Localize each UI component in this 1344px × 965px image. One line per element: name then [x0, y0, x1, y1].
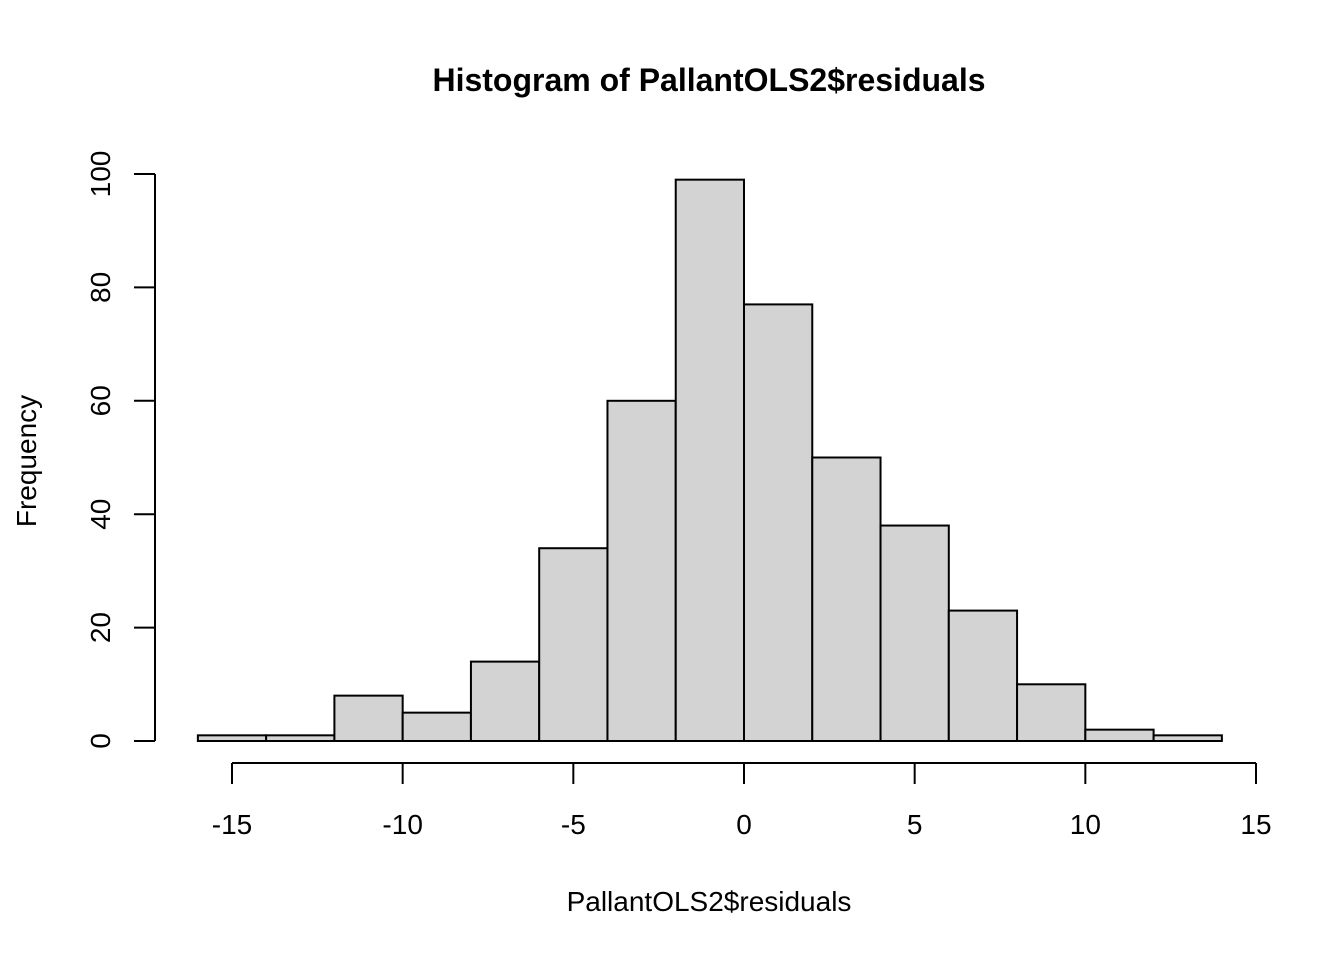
histogram-bar: [811, 456, 882, 742]
x-tick-label: -5: [561, 809, 586, 840]
y-tick-label: 20: [85, 612, 116, 643]
histogram-bar: [265, 734, 336, 743]
histogram-bar: [333, 694, 404, 743]
histogram-bar: [947, 609, 1019, 743]
histogram-bar: [196, 734, 268, 743]
histogram-bar: [401, 711, 472, 743]
chart-title: Histogram of PallantOLS2$residuals: [432, 62, 985, 98]
bars-layer: [196, 178, 1223, 743]
histogram-bar: [879, 524, 950, 742]
y-tick-label: 60: [85, 385, 116, 416]
y-tick-label: 40: [85, 499, 116, 530]
histogram-bar: [538, 547, 609, 742]
x-axis: -15 -10 -5 0 5 10 15: [212, 762, 1272, 840]
y-axis-title: Frequency: [11, 395, 42, 527]
y-tick-label: 0: [85, 733, 116, 749]
x-tick-label: -10: [382, 809, 422, 840]
histogram-bar: [674, 178, 746, 743]
histogram-bar: [1152, 734, 1223, 743]
x-tick-label: -15: [212, 809, 252, 840]
y-tick-label: 80: [85, 272, 116, 303]
x-tick-label: 0: [736, 809, 752, 840]
x-tick-label: 10: [1070, 809, 1101, 840]
histogram-bar: [743, 303, 814, 742]
x-axis-title: PallantOLS2$residuals: [567, 886, 852, 917]
x-tick-label: 5: [907, 809, 923, 840]
histogram-bar: [606, 399, 677, 742]
y-tick-label: 100: [85, 151, 116, 198]
histogram-bar: [1084, 728, 1155, 742]
x-tick-label: 15: [1240, 809, 1271, 840]
y-axis: 0 20 40 60 80 100: [85, 151, 156, 749]
histogram-bar: [1016, 683, 1087, 742]
histogram-bar: [469, 660, 541, 742]
